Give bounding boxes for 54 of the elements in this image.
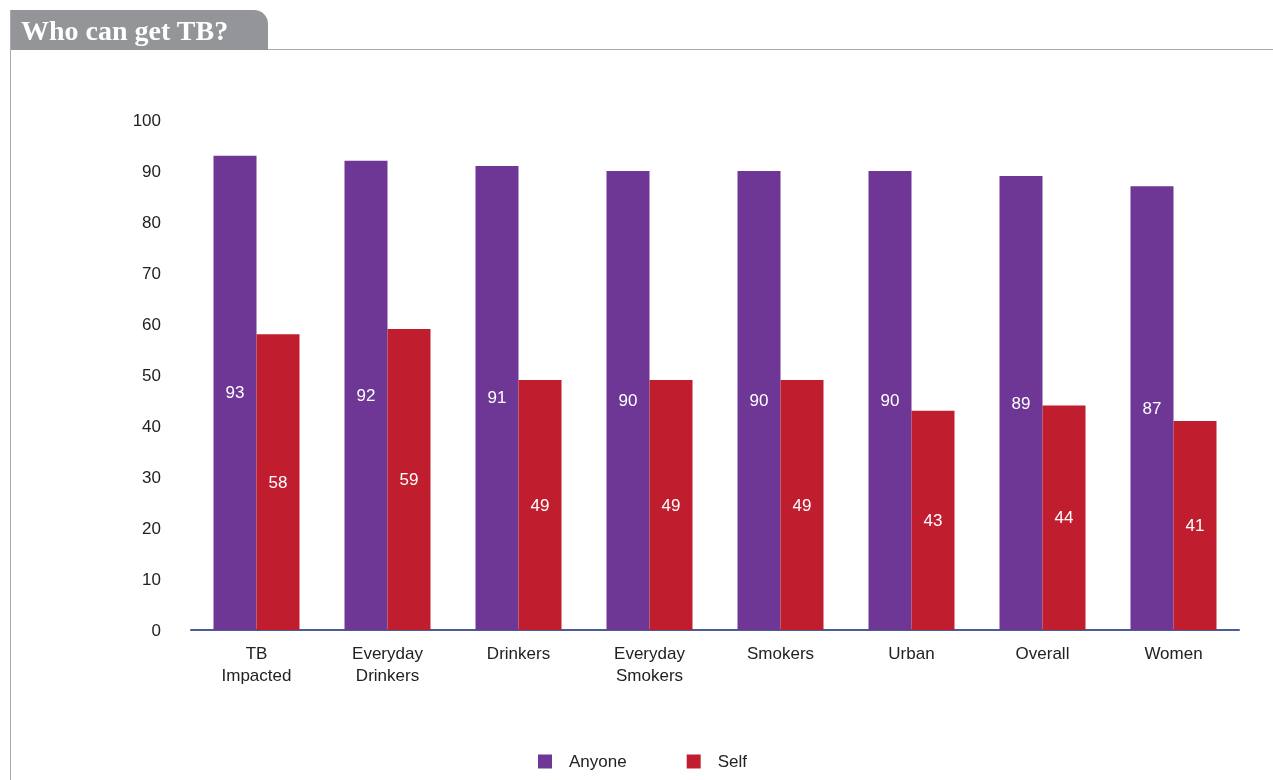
data-label: 90 (618, 391, 638, 410)
bar (213, 155, 257, 630)
data-label: 91 (487, 388, 507, 408)
data-label: 43 (923, 510, 943, 530)
x-tick-label: Women (1144, 643, 1203, 663)
data-label: 49 (661, 495, 681, 515)
bar (999, 176, 1043, 630)
data-label: 44 (1054, 508, 1074, 528)
bar (387, 329, 431, 630)
bar (475, 165, 519, 630)
data-label: 90 (749, 391, 769, 410)
data-label: 89 (1011, 393, 1031, 413)
y-tick-label: 50 (142, 365, 161, 385)
bar (1042, 405, 1086, 630)
data-label: 49 (792, 495, 812, 515)
y-tick-label: 0 (151, 620, 161, 640)
y-tick-label: 10 (142, 569, 161, 589)
x-tick-label: Everyday Smokers (614, 643, 686, 685)
y-tick-label: 80 (142, 212, 161, 232)
bar (344, 160, 388, 630)
y-tick-label: 40 (142, 416, 161, 436)
bar (649, 380, 693, 630)
bar (780, 380, 824, 630)
y-tick-label: 90 (142, 161, 161, 181)
bar (518, 380, 562, 630)
data-label: 41 (1185, 515, 1205, 535)
bar (256, 334, 300, 630)
y-tick-label: 70 (142, 263, 161, 283)
x-tick-label: Everyday Drinkers (352, 643, 424, 685)
data-label: 49 (530, 495, 550, 515)
bar (606, 171, 650, 630)
chart-title: Who can get TB? (11, 10, 269, 50)
data-label: 87 (1142, 398, 1162, 418)
x-tick-label: Smokers (746, 643, 815, 663)
bar (1130, 186, 1174, 630)
bar (737, 171, 781, 630)
x-tick-label: Overall (1015, 643, 1070, 663)
y-tick-label: 30 (142, 467, 161, 487)
data-label: 93 (225, 383, 245, 403)
x-tick-label: TB Impacted (221, 643, 292, 685)
y-tick-label: 20 (142, 518, 161, 538)
data-label: 58 (268, 472, 288, 492)
data-label: 90 (880, 391, 900, 410)
y-tick-label: 60 (142, 314, 161, 334)
legend-label: Anyone (569, 752, 627, 771)
bar (1173, 420, 1217, 630)
y-tick-label: 100 (132, 110, 161, 130)
bar (911, 410, 955, 630)
data-label: 59 (399, 470, 419, 490)
data-label: 92 (356, 385, 376, 405)
bar (868, 171, 912, 630)
legend-label: Self (717, 752, 748, 771)
x-tick-label: Drinkers (486, 643, 551, 663)
x-tick-label: Urban (888, 643, 935, 663)
